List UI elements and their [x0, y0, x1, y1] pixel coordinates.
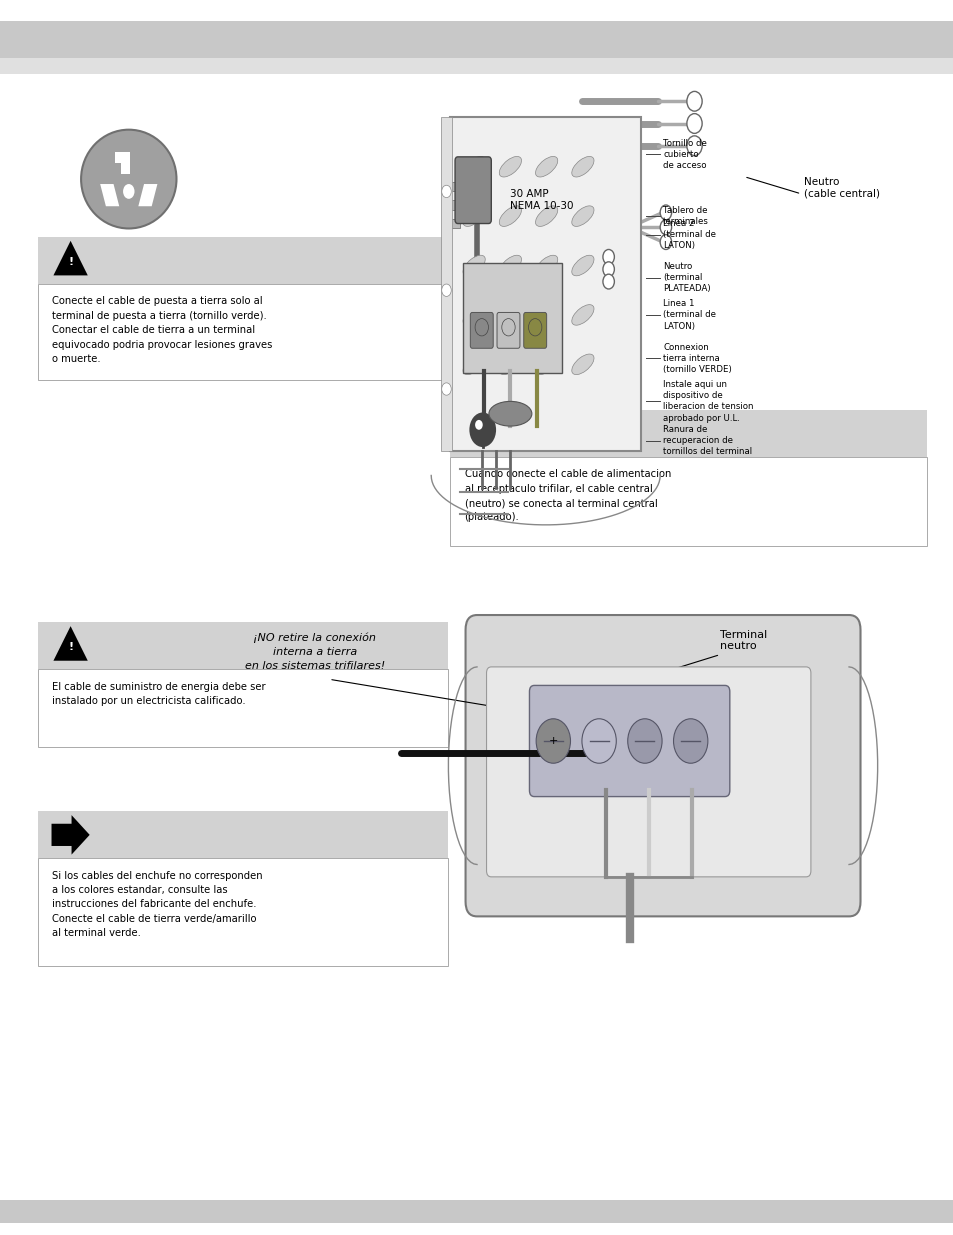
Circle shape: [441, 284, 451, 296]
Circle shape: [659, 235, 671, 249]
Ellipse shape: [462, 157, 485, 177]
Ellipse shape: [462, 206, 485, 226]
Circle shape: [581, 719, 616, 763]
FancyBboxPatch shape: [462, 263, 561, 373]
Text: Conecte el cable de puesta a tierra solo al
terminal de puesta a tierra (tornill: Conecte el cable de puesta a tierra solo…: [52, 296, 273, 364]
Circle shape: [528, 319, 541, 336]
Circle shape: [602, 274, 614, 289]
Ellipse shape: [535, 206, 558, 226]
Text: Linea 2
(terminal de
LATON): Linea 2 (terminal de LATON): [662, 219, 716, 251]
Circle shape: [441, 383, 451, 395]
Ellipse shape: [571, 354, 594, 374]
Ellipse shape: [535, 354, 558, 374]
Circle shape: [123, 184, 134, 199]
Text: !: !: [68, 257, 73, 267]
Polygon shape: [53, 626, 88, 661]
Text: Terminal
neutro: Terminal neutro: [720, 630, 767, 651]
FancyBboxPatch shape: [38, 622, 448, 669]
Polygon shape: [53, 241, 88, 275]
FancyBboxPatch shape: [497, 312, 519, 348]
Circle shape: [602, 262, 614, 277]
Polygon shape: [100, 184, 119, 206]
Text: ¡NO retire la conexión
interna a tierra
en los sistemas trifilares!: ¡NO retire la conexión interna a tierra …: [244, 632, 385, 671]
Text: Cuando conecte el cable de alimentacion
al receptaculo trifilar, el cable centra: Cuando conecte el cable de alimentacion …: [464, 469, 670, 522]
Circle shape: [686, 136, 701, 156]
Circle shape: [686, 114, 701, 133]
FancyBboxPatch shape: [448, 219, 459, 228]
Ellipse shape: [571, 157, 594, 177]
FancyBboxPatch shape: [0, 1200, 953, 1223]
FancyBboxPatch shape: [455, 157, 491, 224]
FancyBboxPatch shape: [450, 457, 926, 546]
Circle shape: [469, 412, 496, 447]
Ellipse shape: [462, 354, 485, 374]
Polygon shape: [51, 815, 90, 855]
FancyBboxPatch shape: [450, 117, 640, 451]
Ellipse shape: [462, 305, 485, 325]
Text: +: +: [548, 736, 558, 746]
Circle shape: [659, 205, 671, 220]
Ellipse shape: [498, 157, 521, 177]
Text: El cable de suministro de energia debe ser
instalado por un electricista calific: El cable de suministro de energia debe s…: [52, 682, 266, 706]
Ellipse shape: [498, 256, 521, 275]
Text: !: !: [68, 642, 73, 652]
Ellipse shape: [535, 256, 558, 275]
Ellipse shape: [571, 256, 594, 275]
Text: Ranura de
recuperacion de
tornillos del terminal: Ranura de recuperacion de tornillos del …: [662, 425, 751, 457]
Circle shape: [475, 319, 488, 336]
FancyBboxPatch shape: [38, 811, 448, 858]
Ellipse shape: [498, 206, 521, 226]
Circle shape: [536, 719, 570, 763]
FancyBboxPatch shape: [450, 410, 926, 457]
Circle shape: [627, 719, 661, 763]
Text: Connexion
tierra interna
(tornillo VERDE): Connexion tierra interna (tornillo VERDE…: [662, 342, 731, 374]
Text: Linea 1
(terminal de
LATON): Linea 1 (terminal de LATON): [662, 299, 716, 331]
Text: 30 AMP
NEMA 10-30: 30 AMP NEMA 10-30: [510, 189, 574, 211]
Circle shape: [501, 319, 515, 336]
FancyBboxPatch shape: [440, 117, 452, 451]
FancyBboxPatch shape: [470, 312, 493, 348]
FancyBboxPatch shape: [38, 858, 448, 966]
Ellipse shape: [81, 130, 176, 228]
Circle shape: [475, 420, 482, 430]
Ellipse shape: [498, 305, 521, 325]
FancyBboxPatch shape: [115, 152, 130, 163]
Ellipse shape: [498, 354, 521, 374]
FancyBboxPatch shape: [121, 152, 130, 174]
Text: Tornillo de
cubierto
de acceso: Tornillo de cubierto de acceso: [662, 138, 706, 170]
Circle shape: [441, 185, 451, 198]
FancyBboxPatch shape: [529, 685, 729, 797]
Ellipse shape: [535, 305, 558, 325]
Ellipse shape: [462, 256, 485, 275]
FancyBboxPatch shape: [0, 21, 953, 58]
Text: Neutro
(cable central): Neutro (cable central): [803, 177, 880, 199]
Circle shape: [602, 249, 614, 264]
Text: Si los cables del enchufe no corresponden
a los colores estandar, consulte las
i: Si los cables del enchufe no corresponde…: [52, 871, 263, 939]
FancyBboxPatch shape: [465, 615, 860, 916]
Polygon shape: [138, 184, 157, 206]
Ellipse shape: [535, 157, 558, 177]
FancyBboxPatch shape: [38, 669, 448, 747]
Ellipse shape: [488, 401, 532, 426]
Circle shape: [659, 220, 671, 235]
FancyBboxPatch shape: [448, 200, 459, 210]
FancyBboxPatch shape: [448, 182, 459, 191]
Text: Instale aqui un
dispositivo de
liberacion de tension
aprobado por U.L.: Instale aqui un dispositivo de liberacio…: [662, 380, 753, 422]
Circle shape: [673, 719, 707, 763]
Circle shape: [686, 91, 701, 111]
Text: Neutro
(terminal
PLATEADA): Neutro (terminal PLATEADA): [662, 262, 710, 294]
Ellipse shape: [571, 305, 594, 325]
Text: Tablero de
terminales: Tablero de terminales: [662, 206, 708, 226]
FancyBboxPatch shape: [523, 312, 546, 348]
FancyBboxPatch shape: [38, 237, 448, 284]
FancyBboxPatch shape: [0, 58, 953, 74]
FancyBboxPatch shape: [38, 284, 448, 380]
FancyBboxPatch shape: [486, 667, 810, 877]
Ellipse shape: [571, 206, 594, 226]
